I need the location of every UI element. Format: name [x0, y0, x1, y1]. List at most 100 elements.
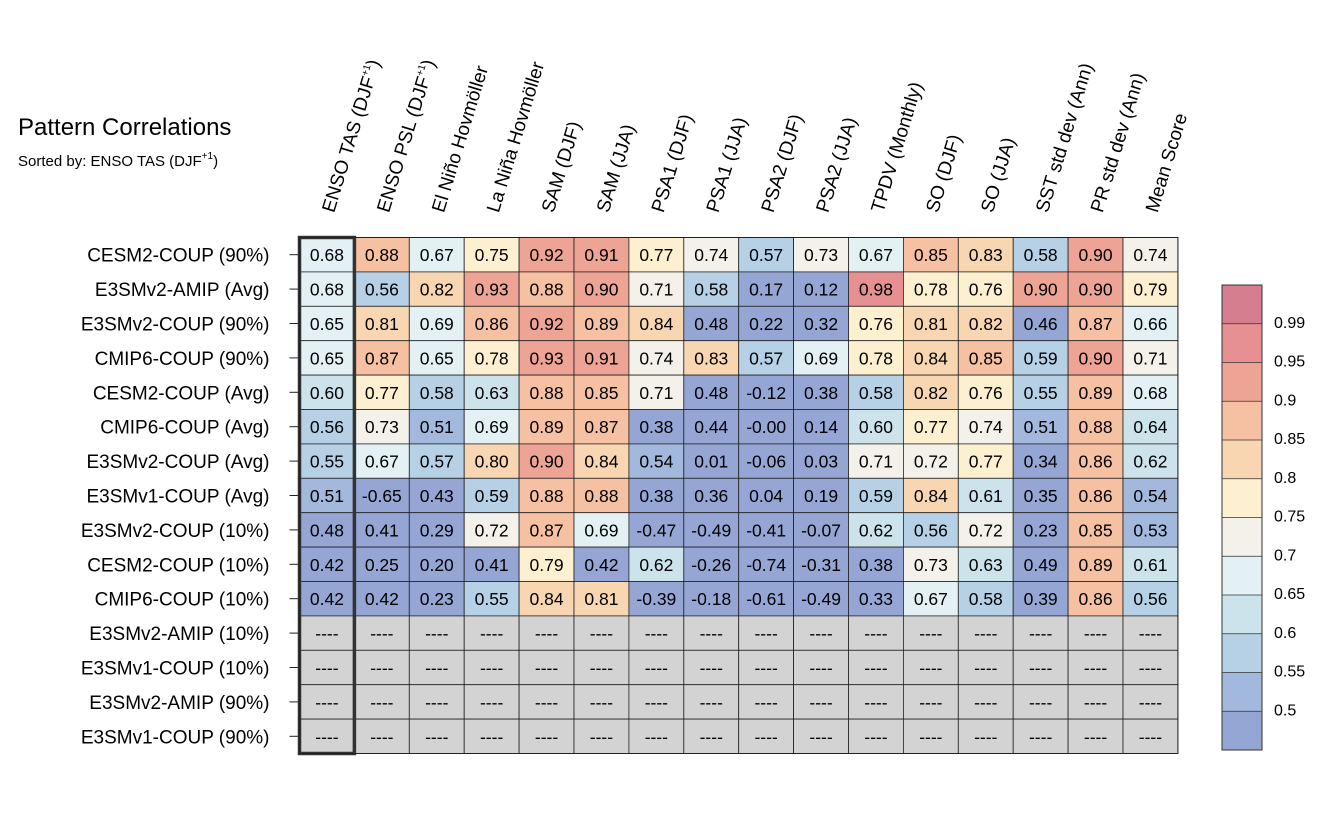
colorbar-tick-label: 0.5 [1274, 702, 1296, 719]
cell-value: 0.67 [914, 589, 948, 609]
row-label: E3SMv2-COUP (10%) [81, 521, 270, 542]
cell-value: 0.53 [1133, 520, 1167, 540]
heatmap-cell [957, 546, 1014, 582]
colorbar-swatch [1222, 440, 1262, 480]
cell-value: 0.04 [749, 486, 783, 506]
cell-value: 0.42 [584, 555, 618, 575]
cell-value: ---- [974, 624, 997, 644]
cell-value: 0.85 [969, 348, 1003, 368]
heatmap-cell [683, 512, 740, 548]
cell-value: 0.59 [475, 486, 509, 506]
column-label: SO (JJA) [977, 135, 1020, 215]
heatmap-cell [793, 546, 849, 582]
cell-value: 0.48 [694, 314, 728, 334]
cell-value: 0.03 [804, 452, 838, 472]
cell-value: ---- [425, 624, 448, 644]
cell-value: 0.57 [420, 452, 454, 472]
heatmap-cell [1122, 581, 1179, 617]
heatmap-cell [1122, 512, 1179, 548]
cell-value: 0.33 [859, 589, 893, 609]
cell-value: ---- [1139, 624, 1162, 644]
cell-value: ---- [590, 624, 613, 644]
heatmap-cell [1012, 443, 1069, 479]
cell-value: 0.23 [420, 589, 454, 609]
colorbar-swatch [1222, 595, 1262, 635]
heatmap-cell [573, 305, 630, 342]
heatmap-cell [573, 615, 630, 651]
heatmap-cell [408, 340, 465, 376]
cell-value: ---- [754, 658, 777, 678]
cell-value: 0.66 [1133, 314, 1167, 334]
cell-value: 0.67 [420, 245, 454, 265]
heatmap-cell [1012, 477, 1069, 514]
cell-value: 0.88 [1079, 417, 1113, 437]
cell-value: 0.25 [365, 555, 399, 575]
cell-value: 0.88 [584, 486, 618, 506]
heatmap-cell [1012, 684, 1069, 720]
heatmap-cell [353, 237, 410, 273]
cell-value: -0.47 [636, 520, 676, 540]
cell-value: 0.90 [1079, 348, 1113, 368]
heatmap-cell [683, 649, 740, 686]
cell-value: 0.75 [475, 245, 509, 265]
heatmap-cell [903, 615, 959, 651]
cell-value: 0.60 [859, 417, 893, 437]
cell-value: 0.62 [859, 520, 893, 540]
heatmap-cell [683, 684, 740, 720]
heatmap-cell [408, 271, 465, 307]
cell-value: 0.87 [1079, 314, 1113, 334]
cell-value: 0.89 [530, 417, 564, 437]
heatmap-cell [1067, 340, 1124, 376]
cell-value: 0.57 [749, 348, 783, 368]
cell-value: ---- [425, 658, 448, 678]
cell-value: 0.91 [584, 348, 618, 368]
heatmap-frame [299, 237, 1179, 754]
heatmap-cell [1122, 718, 1179, 754]
heatmap-cell [353, 271, 410, 307]
cell-value: ---- [974, 692, 997, 712]
heatmap-cell [793, 443, 849, 479]
row-label: E3SMv2-AMIP (Avg) [95, 280, 270, 301]
heatmap-cell [848, 374, 904, 410]
row-label: E3SMv2-AMIP (90%) [89, 693, 269, 714]
heatmap-cell [683, 477, 740, 514]
heatmap-cell [573, 684, 630, 720]
heatmap-cell [738, 546, 795, 582]
cell-value: 0.59 [1024, 348, 1058, 368]
cell-value: 0.20 [420, 555, 454, 575]
row-label: E3SMv1-COUP (10%) [81, 659, 270, 680]
cell-value: ---- [700, 727, 723, 747]
heatmap-cell [463, 649, 520, 686]
heatmap-cell [573, 409, 630, 445]
cell-value: ---- [864, 727, 887, 747]
cell-value: 0.69 [420, 314, 454, 334]
cell-value: 0.77 [365, 383, 399, 403]
cell-value: ---- [1029, 658, 1052, 678]
row-label: CESM2-COUP (10%) [87, 555, 269, 576]
cell-value: 0.38 [804, 383, 838, 403]
cell-value: 0.93 [530, 348, 564, 368]
colorbar-swatch [1222, 323, 1262, 363]
heatmap-cell [848, 443, 904, 479]
heatmap-cell [903, 305, 959, 342]
cell-value: 0.86 [1079, 589, 1113, 609]
cell-value: 0.72 [969, 520, 1003, 540]
heatmap-cell [299, 718, 355, 754]
cell-value: 0.44 [694, 417, 728, 437]
colorbar-tick-label: 0.8 [1274, 470, 1296, 487]
cell-value: 0.81 [914, 314, 948, 334]
cell-value: 0.35 [1024, 486, 1058, 506]
cell-value: 0.68 [310, 280, 344, 300]
cell-value: 0.56 [1133, 589, 1167, 609]
heatmap-cell [573, 477, 630, 514]
cell-value: 0.84 [914, 348, 948, 368]
heatmap-cell [683, 305, 740, 342]
column-label: TPDV (Monthly) [868, 80, 928, 215]
heatmap-cell [1067, 374, 1124, 410]
cell-value: 0.69 [804, 348, 838, 368]
cell-value: -0.61 [746, 589, 786, 609]
colorbar-swatch [1222, 285, 1262, 325]
cell-value: 0.90 [1079, 280, 1113, 300]
cell-value: 0.56 [365, 280, 399, 300]
cell-value: -0.00 [746, 417, 786, 437]
